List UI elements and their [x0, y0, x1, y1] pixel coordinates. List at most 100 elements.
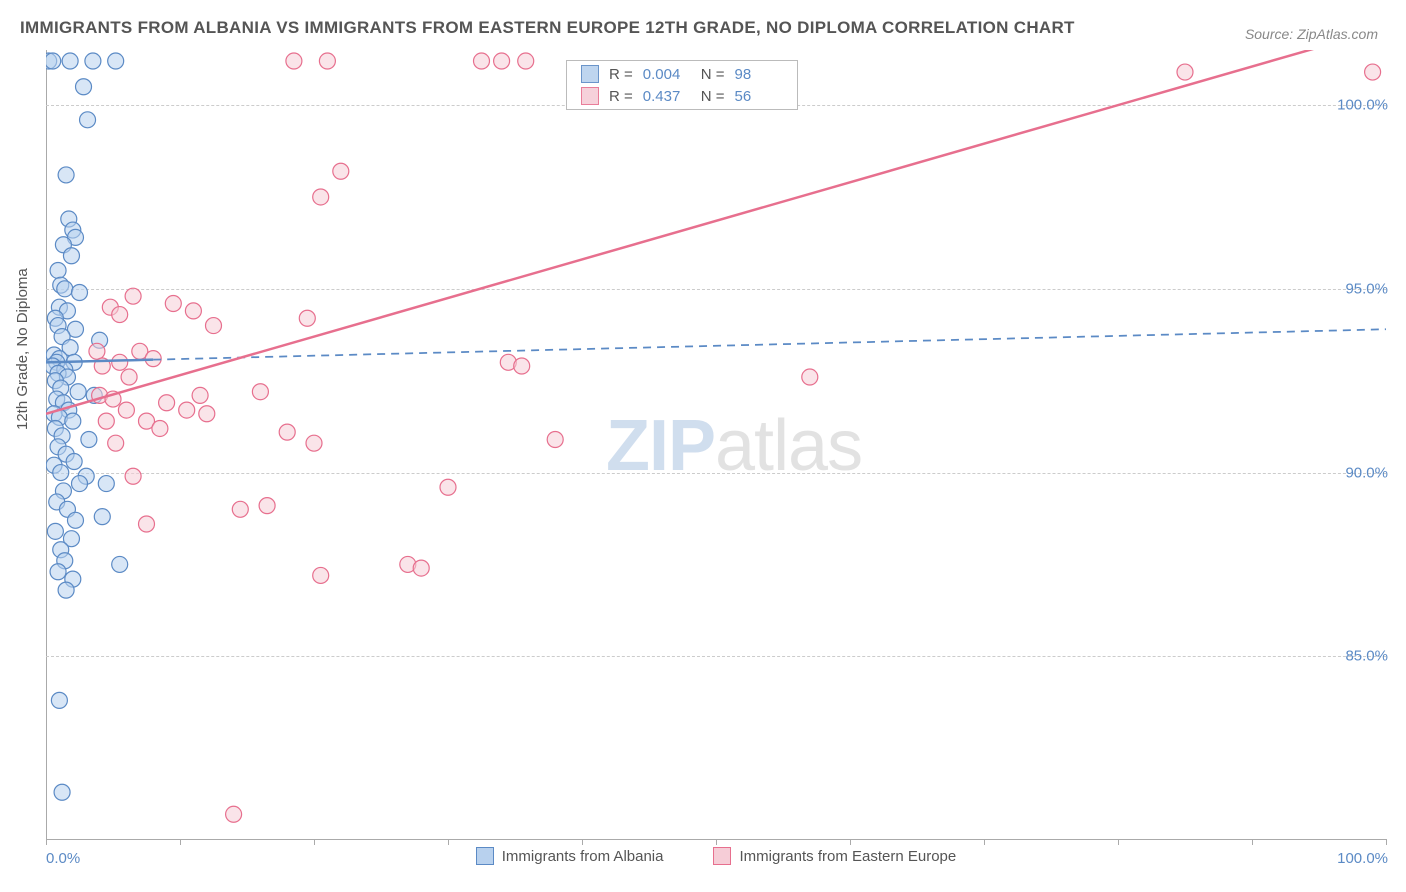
- scatter-point-eastern_europe: [1365, 64, 1381, 80]
- scatter-point-eastern_europe: [125, 468, 141, 484]
- scatter-point-eastern_europe: [313, 567, 329, 583]
- stats-r-label: R =: [609, 66, 633, 83]
- x-tick-mark: [850, 839, 851, 845]
- stats-r-value: 0.437: [643, 88, 691, 105]
- scatter-point-eastern_europe: [252, 384, 268, 400]
- scatter-point-albania: [62, 53, 78, 69]
- scatter-point-eastern_europe: [165, 296, 181, 312]
- scatter-point-eastern_europe: [199, 406, 215, 422]
- x-tick-mark: [46, 839, 47, 845]
- legend-swatch: [581, 65, 599, 83]
- scatter-point-eastern_europe: [108, 435, 124, 451]
- chart-title: IMMIGRANTS FROM ALBANIA VS IMMIGRANTS FR…: [20, 18, 1075, 38]
- scatter-point-albania: [66, 454, 82, 470]
- scatter-point-albania: [63, 248, 79, 264]
- scatter-point-eastern_europe: [518, 53, 534, 69]
- scatter-point-eastern_europe: [259, 498, 275, 514]
- scatter-point-eastern_europe: [802, 369, 818, 385]
- stats-n-label: N =: [701, 66, 725, 83]
- scatter-point-eastern_europe: [547, 431, 563, 447]
- scatter-point-eastern_europe: [226, 806, 242, 822]
- scatter-point-eastern_europe: [514, 358, 530, 374]
- scatter-point-eastern_europe: [474, 53, 490, 69]
- scatter-point-albania: [98, 476, 114, 492]
- scatter-point-albania: [57, 281, 73, 297]
- trendline-dashed-albania: [153, 329, 1386, 359]
- scatter-point-eastern_europe: [232, 501, 248, 517]
- legend-item-albania: Immigrants from Albania: [476, 847, 664, 865]
- scatter-point-eastern_europe: [319, 53, 335, 69]
- scatter-point-eastern_europe: [413, 560, 429, 576]
- scatter-point-eastern_europe: [125, 288, 141, 304]
- scatter-point-albania: [80, 112, 96, 128]
- scatter-point-eastern_europe: [112, 354, 128, 370]
- scatter-point-albania: [76, 79, 92, 95]
- x-tick-mark: [1252, 839, 1253, 845]
- legend-label: Immigrants from Eastern Europe: [739, 848, 956, 865]
- stats-n-value: 98: [735, 66, 783, 83]
- stats-r-label: R =: [609, 88, 633, 105]
- scatter-point-eastern_europe: [306, 435, 322, 451]
- scatter-point-eastern_europe: [279, 424, 295, 440]
- source-label: Source: ZipAtlas.com: [1245, 26, 1378, 42]
- scatter-point-eastern_europe: [139, 516, 155, 532]
- scatter-point-eastern_europe: [286, 53, 302, 69]
- scatter-point-albania: [51, 692, 67, 708]
- scatter-point-eastern_europe: [89, 343, 105, 359]
- scatter-point-albania: [53, 465, 69, 481]
- scatter-point-albania: [50, 564, 66, 580]
- stats-r-value: 0.004: [643, 66, 691, 83]
- legend-swatch: [476, 847, 494, 865]
- scatter-point-albania: [50, 262, 66, 278]
- scatter-point-albania: [72, 476, 88, 492]
- scatter-point-eastern_europe: [118, 402, 134, 418]
- legend-swatch: [713, 847, 731, 865]
- stats-row-eastern_europe: R =0.437N =56: [567, 85, 797, 107]
- scatter-point-eastern_europe: [1177, 64, 1193, 80]
- legend-label: Immigrants from Albania: [502, 848, 664, 865]
- scatter-point-eastern_europe: [179, 402, 195, 418]
- legend-swatch: [581, 87, 599, 105]
- scatter-point-albania: [94, 509, 110, 525]
- scatter-point-eastern_europe: [333, 163, 349, 179]
- scatter-point-albania: [58, 582, 74, 598]
- y-tick-label: 95.0%: [1345, 280, 1388, 297]
- scatter-point-albania: [81, 431, 97, 447]
- plot-area: ZIPatlas R =0.004N =98R =0.437N =56 Immi…: [46, 50, 1386, 840]
- x-tick-mark: [984, 839, 985, 845]
- scatter-point-albania: [70, 384, 86, 400]
- stats-row-albania: R = 0.004 N = 98: [567, 63, 797, 85]
- scatter-point-albania: [108, 53, 124, 69]
- scatter-point-albania: [72, 285, 88, 301]
- scatter-point-eastern_europe: [206, 318, 222, 334]
- stats-legend-box: R =0.004N =98R =0.437N =56: [566, 60, 798, 110]
- y-tick-label: 90.0%: [1345, 464, 1388, 481]
- x-tick-mark: [716, 839, 717, 845]
- scatter-point-eastern_europe: [299, 310, 315, 326]
- chart-svg: [46, 50, 1386, 839]
- x-tick-mark: [1386, 839, 1387, 845]
- scatter-point-albania: [54, 784, 70, 800]
- x-tick-mark: [180, 839, 181, 845]
- scatter-point-eastern_europe: [494, 53, 510, 69]
- x-tick-mark: [1118, 839, 1119, 845]
- scatter-point-eastern_europe: [313, 189, 329, 205]
- scatter-point-albania: [112, 556, 128, 572]
- scatter-point-eastern_europe: [185, 303, 201, 319]
- scatter-point-albania: [85, 53, 101, 69]
- x-tick-mark: [448, 839, 449, 845]
- bottom-legend: Immigrants from Albania Immigrants from E…: [46, 847, 1386, 865]
- scatter-point-albania: [47, 523, 63, 539]
- scatter-point-eastern_europe: [159, 395, 175, 411]
- x-tick-mark: [582, 839, 583, 845]
- x-tick-mark: [314, 839, 315, 845]
- scatter-point-eastern_europe: [112, 307, 128, 323]
- scatter-point-eastern_europe: [192, 387, 208, 403]
- scatter-point-albania: [65, 413, 81, 429]
- scatter-point-eastern_europe: [152, 420, 168, 436]
- stats-n-label: N =: [701, 88, 725, 105]
- y-tick-label: 100.0%: [1337, 97, 1388, 114]
- scatter-point-eastern_europe: [440, 479, 456, 495]
- scatter-point-eastern_europe: [98, 413, 114, 429]
- scatter-point-eastern_europe: [121, 369, 137, 385]
